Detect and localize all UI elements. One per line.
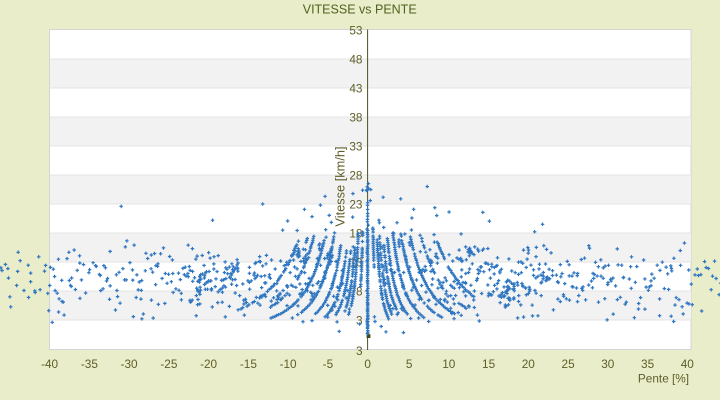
- svg-text:18: 18: [349, 227, 363, 241]
- svg-text:25: 25: [562, 357, 576, 371]
- svg-text:VITESSE vs PENTE: VITESSE vs PENTE: [303, 3, 417, 17]
- svg-text:-40: -40: [41, 357, 58, 371]
- svg-text:-10: -10: [280, 357, 297, 371]
- svg-text:20: 20: [522, 357, 536, 371]
- svg-text:-15: -15: [240, 357, 257, 371]
- svg-text:-35: -35: [81, 357, 98, 371]
- svg-text:23: 23: [349, 198, 363, 212]
- svg-text:40: 40: [681, 357, 695, 371]
- svg-text:Pente [%]: Pente [%]: [638, 372, 689, 386]
- svg-text:10: 10: [442, 357, 456, 371]
- svg-text:15: 15: [482, 357, 496, 371]
- svg-text:43: 43: [349, 82, 363, 96]
- svg-text:3: 3: [356, 344, 363, 358]
- svg-text:53: 53: [349, 24, 363, 38]
- svg-text:-30: -30: [121, 357, 138, 371]
- svg-text:38: 38: [349, 111, 363, 125]
- svg-text:35: 35: [641, 357, 655, 371]
- svg-text:3: 3: [356, 314, 363, 328]
- svg-text:30: 30: [601, 357, 615, 371]
- svg-text:0: 0: [364, 357, 371, 371]
- svg-text:28: 28: [349, 169, 363, 183]
- svg-text:8: 8: [356, 285, 363, 299]
- svg-text:5: 5: [406, 357, 413, 371]
- svg-text:-20: -20: [200, 357, 217, 371]
- svg-text:-5: -5: [323, 357, 334, 371]
- svg-text:Vitesse [km/h]: Vitesse [km/h]: [333, 146, 348, 226]
- svg-text:-25: -25: [160, 357, 177, 371]
- svg-text:33: 33: [349, 140, 363, 154]
- svg-text:48: 48: [349, 53, 363, 67]
